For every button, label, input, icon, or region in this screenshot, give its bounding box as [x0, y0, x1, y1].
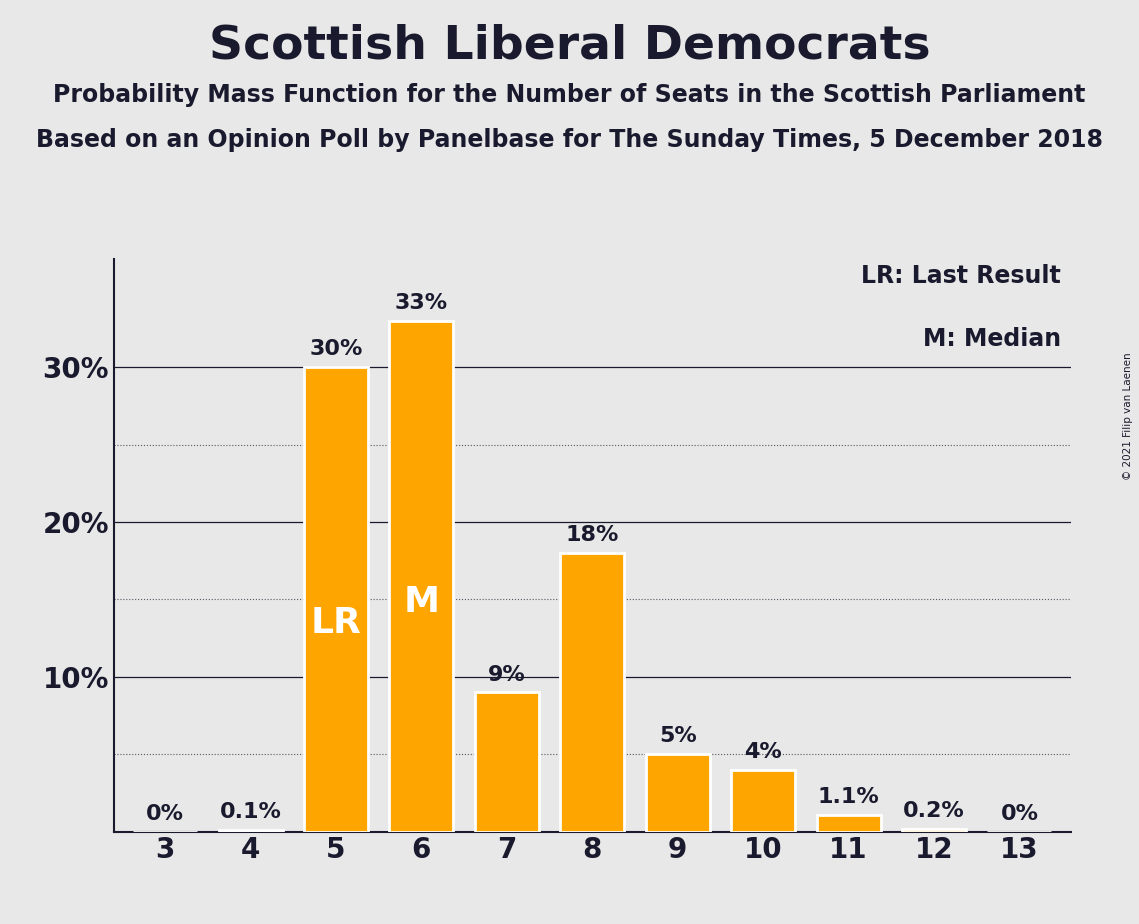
- Bar: [475, 692, 539, 832]
- Bar: [560, 553, 624, 832]
- Text: 0.1%: 0.1%: [220, 802, 281, 822]
- Bar: [646, 754, 710, 832]
- Text: 18%: 18%: [566, 525, 618, 545]
- Bar: [304, 367, 368, 832]
- Text: 1.1%: 1.1%: [818, 787, 879, 807]
- Text: Probability Mass Function for the Number of Seats in the Scottish Parliament: Probability Mass Function for the Number…: [54, 83, 1085, 107]
- Text: M: M: [403, 585, 440, 619]
- Text: © 2021 Filip van Laenen: © 2021 Filip van Laenen: [1123, 352, 1133, 480]
- Text: M: Median: M: Median: [923, 327, 1062, 351]
- Text: LR: Last Result: LR: Last Result: [861, 264, 1062, 288]
- Bar: [731, 770, 795, 832]
- Bar: [902, 829, 966, 832]
- Bar: [219, 830, 282, 832]
- Text: 0%: 0%: [1000, 804, 1039, 824]
- Text: Based on an Opinion Poll by Panelbase for The Sunday Times, 5 December 2018: Based on an Opinion Poll by Panelbase fo…: [36, 128, 1103, 152]
- Text: 33%: 33%: [395, 293, 448, 313]
- Text: 4%: 4%: [744, 742, 782, 762]
- Text: 9%: 9%: [487, 664, 526, 685]
- Text: LR: LR: [311, 605, 361, 639]
- Text: 0%: 0%: [146, 804, 185, 824]
- Text: 0.2%: 0.2%: [903, 801, 965, 821]
- Text: 5%: 5%: [658, 726, 697, 747]
- Bar: [390, 321, 453, 832]
- Text: Scottish Liberal Democrats: Scottish Liberal Democrats: [208, 23, 931, 68]
- Text: 30%: 30%: [310, 339, 362, 359]
- Bar: [817, 815, 880, 832]
